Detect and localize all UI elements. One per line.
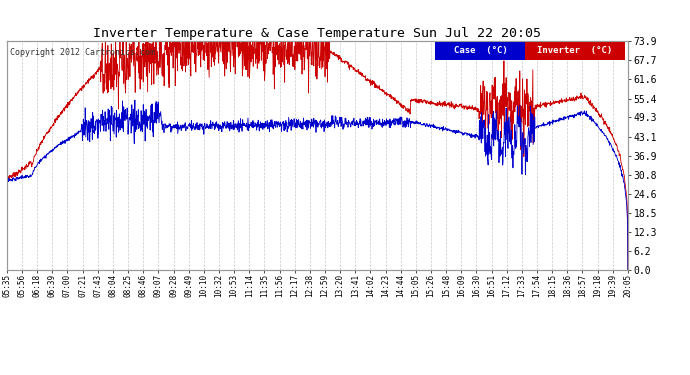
Bar bbox=[435, 41, 526, 60]
Bar bbox=[526, 41, 625, 60]
Text: Inverter  (°C): Inverter (°C) bbox=[538, 46, 613, 55]
Title: Inverter Temperature & Case Temperature Sun Jul 22 20:05: Inverter Temperature & Case Temperature … bbox=[93, 27, 542, 40]
Text: Case  (°C): Case (°C) bbox=[453, 46, 507, 55]
Text: Copyright 2012 Cartronics.com: Copyright 2012 Cartronics.com bbox=[10, 48, 155, 57]
